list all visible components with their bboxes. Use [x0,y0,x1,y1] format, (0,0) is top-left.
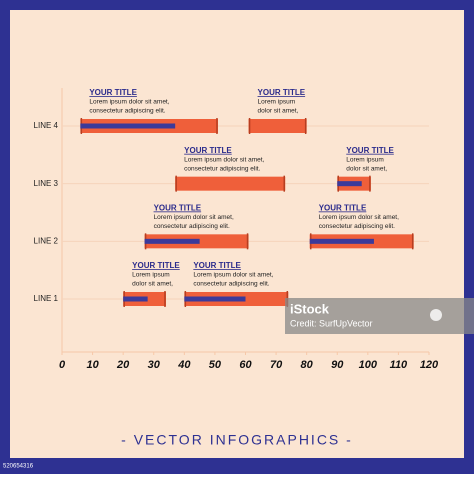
x-tick-label: 100 [359,359,378,371]
task-text: consectetur adipiscing elit. [193,281,269,288]
watermark-brand: iStock [290,301,330,316]
task-text: Lorem ipsum [346,156,384,163]
task-text: Lorem ipsum [258,99,296,106]
task-text: consectetur adipiscing elit. [184,165,260,172]
task-text: Lorem ipsum dolor sit amet, [193,272,273,279]
task-title: YOUR TITLE [184,146,232,155]
task-text: Lorem ipsum dolor sit amet, [319,214,399,221]
task-text: Lorem ipsum dolor sit amet, [184,156,264,163]
task-title: YOUR TITLE [154,203,202,212]
x-tick-label: 60 [239,359,252,371]
progress-bar [309,238,374,244]
task-title: YOUR TITLE [258,88,306,97]
x-tick-label: 0 [59,359,66,371]
x-tick-label: 40 [177,359,191,371]
task-text: Lorem ipsum dolor sit amet, [89,99,169,106]
task-title: YOUR TITLE [346,146,394,155]
x-tick-label: 120 [420,359,439,371]
task-text: consectetur adipiscing elit. [154,223,230,230]
row-label: LINE 2 [34,236,59,245]
watermark-id: 520654316 [3,464,34,470]
x-tick-label: 80 [301,359,314,371]
watermark-credit: Credit: SurfUpVector [290,318,373,328]
x-tick-label: 110 [390,359,408,371]
task-title: YOUR TITLE [193,261,241,270]
progress-bar [184,296,246,302]
row-label: LINE 1 [34,294,59,303]
watermark-box [285,298,474,334]
task-bar [175,176,286,191]
footer: - VECTOR INFOGRAPHICS - [121,432,353,448]
task-text: Lorem ipsum [132,272,170,279]
task-text: Lorem ipsum dolor sit amet, [154,214,234,221]
x-tick-label: 90 [331,359,344,371]
task-title: YOUR TITLE [132,261,180,270]
task-text: dolor sit amet, [132,281,173,288]
x-tick-label: 20 [116,359,130,371]
progress-bar [337,181,362,187]
row-label: LINE 3 [34,179,59,188]
progress-bar [123,296,148,302]
progress-bar [80,123,176,129]
task-title: YOUR TITLE [319,203,367,212]
progress-bar [144,238,200,244]
row-label: LINE 4 [34,121,59,130]
panel [10,10,464,458]
task-text: consectetur adipiscing elit. [319,223,395,230]
watermark-icon [430,309,442,321]
x-tick-label: 50 [209,359,222,371]
task-text: dolor sit amet, [258,108,299,115]
x-tick-label: 30 [148,359,161,371]
task-text: consectetur adipiscing elit. [89,108,165,115]
task-title: YOUR TITLE [89,88,137,97]
x-tick-label: 70 [270,359,283,371]
x-tick-label: 10 [86,359,99,371]
task-bar [248,119,307,133]
task-text: dolor sit amet, [346,165,387,172]
